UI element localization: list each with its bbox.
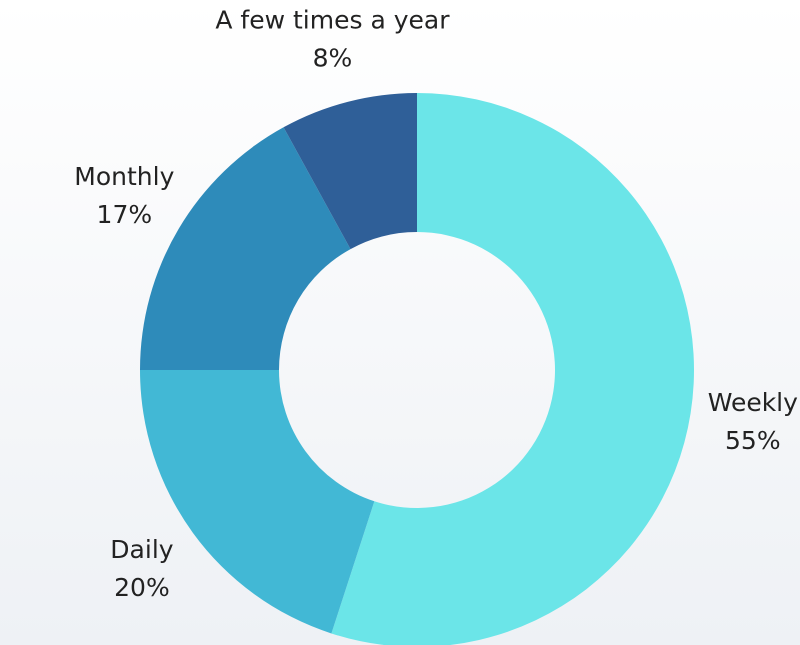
slice-value-label: 55% <box>725 426 781 455</box>
donut-slice <box>283 93 417 250</box>
slice-label: Weekly <box>708 388 798 417</box>
donut-slice <box>140 127 351 370</box>
slice-value-label: 8% <box>313 44 353 73</box>
slice-label: Daily <box>110 535 173 564</box>
donut-slice <box>140 370 375 634</box>
slice-label: Monthly <box>74 162 174 191</box>
donut-slice <box>331 93 694 645</box>
slice-value-label: 17% <box>97 200 153 229</box>
slice-value-label: 20% <box>114 573 170 602</box>
slice-label: A few times a year <box>215 6 450 35</box>
